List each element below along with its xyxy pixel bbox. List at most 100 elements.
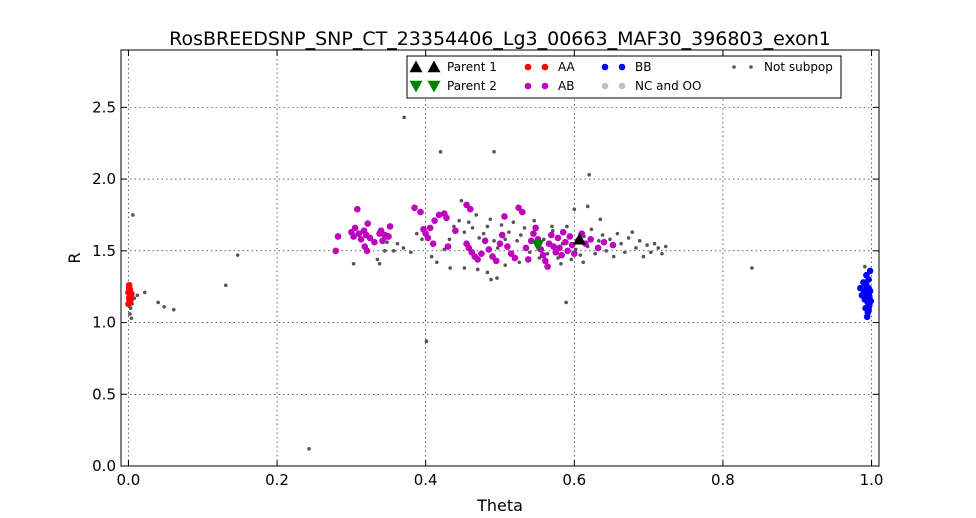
legend-label: Not subpop [764,60,833,74]
data-point [634,246,638,250]
data-point [466,205,474,213]
data-point [619,241,623,246]
data-point [545,251,550,256]
data-point [489,277,493,282]
y-tick-label: 2.5 [92,98,116,116]
legend-item: AA [524,60,576,74]
data-point [519,233,523,237]
data-point [351,224,359,232]
data-point [223,283,228,288]
legend-marker [601,82,609,90]
data-point [452,224,456,229]
data-point [559,261,563,266]
data-point [517,260,522,265]
data-point [474,256,482,263]
data-point [511,220,516,224]
data-point [235,253,240,257]
legend-label: AA [558,60,576,74]
data-point [504,243,511,250]
legend-label: NC and OO [635,79,701,93]
data-point [131,213,135,217]
data-point [424,234,432,242]
legend-marker [427,80,441,93]
data-point [863,264,867,269]
data-point [623,250,627,255]
data-point [498,231,506,239]
x-tick-label: 0.4 [414,471,438,489]
data-point [126,293,134,301]
data-point [652,241,657,246]
data-point [395,241,400,246]
data-point [485,224,490,229]
x-tick-label: 0.6 [562,471,586,489]
data-point [447,237,452,242]
data-point [660,251,664,256]
data-point [550,228,555,233]
data-point [578,253,583,257]
series-parent-2 [531,239,545,252]
data-point [609,241,617,249]
data-point [463,201,470,209]
data-point [485,270,490,275]
data-point [385,240,389,245]
data-point [466,220,471,224]
data-point [355,230,363,237]
x-tick-label: 1.0 [860,471,884,489]
data-point [474,213,479,217]
data-point [462,266,467,270]
data-point [564,300,568,305]
series-not-subpop [128,115,867,451]
data-point [485,246,493,253]
legend-marker [732,65,736,69]
x-tick-label: 0.8 [711,471,735,489]
data-point [630,230,635,234]
data-point [571,250,578,257]
data-point [426,224,434,232]
data-point [162,304,166,309]
data-point [566,233,574,240]
data-point [645,243,649,247]
data-point [492,150,496,154]
data-point [488,217,493,222]
data-point [550,224,554,229]
data-point [402,115,406,120]
data-point [128,312,132,316]
data-point [401,246,406,250]
legend-item: Parent 1 [409,60,497,74]
y-tick-label: 1.0 [92,314,116,332]
legend-marker [749,65,753,69]
data-point [865,276,872,283]
legend-label: Parent 1 [447,60,497,74]
y-tick-label: 0.0 [92,457,116,475]
legend-item: BB [601,60,651,74]
data-point [438,150,443,154]
data-point [475,267,480,272]
data-point [750,266,754,270]
data-point [562,238,569,246]
data-point [496,240,504,247]
data-point [615,231,620,236]
legend-marker [409,60,423,73]
data-point [573,232,587,245]
data-point [550,243,557,250]
data-point [527,250,532,255]
legend-items: Parent 1 Parent 2 AA AB BB NC and OO Not subpo… [409,60,833,93]
legend-label: BB [635,60,651,74]
data-point [641,254,646,259]
data-point [867,297,875,305]
data-point [518,208,526,216]
data-point [600,233,605,237]
legend-item: AB [524,79,574,93]
legend-item: Parent 2 [409,79,497,93]
data-point [522,226,527,230]
data-point [565,224,569,229]
data-point [589,227,594,232]
data-point [604,249,609,253]
data-point [581,260,586,265]
data-point [501,213,508,220]
data-point [515,238,519,243]
data-point [558,251,565,259]
data-point [537,256,542,260]
legend-marker [524,82,532,90]
data-point [334,233,342,240]
